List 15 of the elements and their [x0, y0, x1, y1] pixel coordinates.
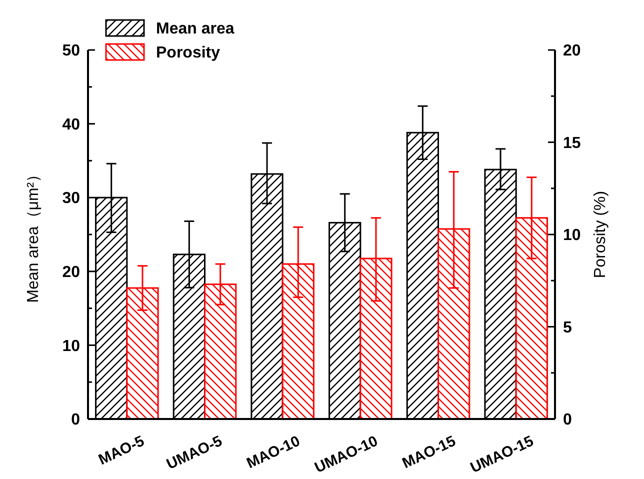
y2-tick-label: 20	[563, 42, 581, 60]
y2-tick-label: 10	[563, 227, 581, 244]
y2-tick-label: 15	[563, 134, 581, 152]
y2-axis-title: Porosity (%)	[592, 190, 609, 278]
y-tick-label: 50	[62, 42, 80, 60]
legend-label: Porosity	[156, 44, 220, 62]
y-tick-label: 40	[62, 116, 80, 134]
y-tick-label: 30	[62, 190, 80, 208]
y-axis-title: Mean area（μm²）	[25, 166, 42, 303]
y-tick-label: 10	[62, 338, 80, 355]
y-tick-label: 20	[62, 264, 80, 281]
y2-tick-label: 0	[563, 412, 572, 429]
y2-tick-label: 5	[563, 319, 572, 336]
y-tick-label: 0	[71, 412, 80, 429]
legend-label: Mean area	[156, 20, 234, 38]
